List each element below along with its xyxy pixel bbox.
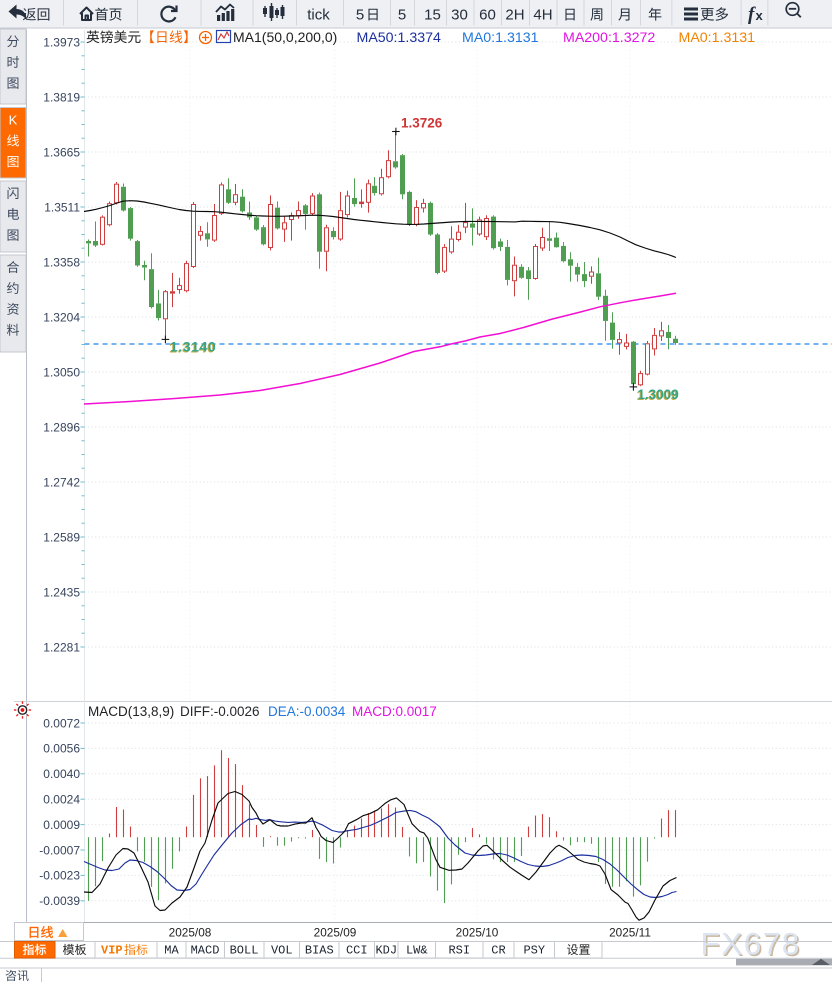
svg-text:15: 15 xyxy=(424,7,441,24)
svg-text:-0.0007: -0.0007 xyxy=(39,843,80,857)
svg-text:PSY: PSY xyxy=(523,944,545,958)
svg-text:CR: CR xyxy=(491,944,505,958)
svg-text:2H: 2H xyxy=(505,7,524,24)
svg-text:1.3140: 1.3140 xyxy=(170,339,216,355)
svg-text:1.3050: 1.3050 xyxy=(43,365,80,379)
svg-text:1.3511: 1.3511 xyxy=(44,200,80,214)
svg-text:1.3726: 1.3726 xyxy=(401,116,443,131)
svg-text:5: 5 xyxy=(356,7,364,24)
svg-text:0.0040: 0.0040 xyxy=(43,767,80,781)
svg-text:MA0:1.3131: MA0:1.3131 xyxy=(462,30,539,46)
svg-text:MA0:1.3131: MA0:1.3131 xyxy=(679,30,756,46)
svg-text:MA: MA xyxy=(164,944,179,958)
svg-text:1.3819: 1.3819 xyxy=(43,90,80,104)
svg-text:CCI: CCI xyxy=(346,944,368,958)
svg-text:60: 60 xyxy=(479,7,496,24)
svg-text:0.0024: 0.0024 xyxy=(43,793,80,807)
svg-text:1.3009: 1.3009 xyxy=(638,387,679,402)
svg-text:1.2896: 1.2896 xyxy=(43,420,80,434)
svg-text:DEA:-0.0034: DEA:-0.0034 xyxy=(268,704,346,719)
svg-text:1.2281: 1.2281 xyxy=(43,640,80,654)
svg-text:-0.0039: -0.0039 xyxy=(39,894,80,908)
svg-text:MACD:0.0017: MACD:0.0017 xyxy=(352,704,437,719)
svg-text:VOL: VOL xyxy=(271,944,293,958)
svg-text:2025/10: 2025/10 xyxy=(456,925,499,939)
svg-text:4H: 4H xyxy=(533,7,552,24)
svg-text:0.0009: 0.0009 xyxy=(43,818,80,832)
svg-text:-0.0023: -0.0023 xyxy=(39,869,80,883)
svg-text:1.2589: 1.2589 xyxy=(43,530,80,544)
svg-text:K: K xyxy=(9,113,18,128)
svg-text:DIFF:-0.0026: DIFF:-0.0026 xyxy=(180,704,260,719)
svg-text:1.3140: 1.3140 xyxy=(169,340,215,356)
svg-text:MA50:1.3374: MA50:1.3374 xyxy=(357,30,442,46)
svg-text:0.0072: 0.0072 xyxy=(43,716,80,730)
svg-text:MACD: MACD xyxy=(191,944,220,958)
svg-text:1.3204: 1.3204 xyxy=(43,310,80,324)
svg-text:1.3665: 1.3665 xyxy=(43,145,80,159)
svg-text:BOLL: BOLL xyxy=(230,944,259,958)
svg-text:FX678: FX678 xyxy=(702,927,802,963)
svg-text:1.3973: 1.3973 xyxy=(43,35,80,49)
svg-text:1.2435: 1.2435 xyxy=(43,585,80,599)
svg-text:MACD(13,8,9): MACD(13,8,9) xyxy=(88,704,174,719)
svg-text:KDJ: KDJ xyxy=(375,944,397,958)
svg-text:x: x xyxy=(756,8,764,23)
svg-text:FX678: FX678 xyxy=(701,926,801,962)
svg-text:f: f xyxy=(748,4,756,25)
svg-text:BIAS: BIAS xyxy=(305,944,334,958)
svg-text:1.3358: 1.3358 xyxy=(43,255,80,269)
svg-text:LW&: LW& xyxy=(406,944,428,958)
svg-text:1.3009: 1.3009 xyxy=(637,388,678,403)
svg-text:RSI: RSI xyxy=(448,944,470,958)
svg-text:VIP: VIP xyxy=(101,944,123,958)
svg-text:MA200:1.3272: MA200:1.3272 xyxy=(563,30,655,46)
svg-text:tick: tick xyxy=(307,7,330,24)
svg-text:1.2742: 1.2742 xyxy=(43,475,80,489)
svg-text:5: 5 xyxy=(398,7,406,24)
svg-text:MA1(50,0,200,0): MA1(50,0,200,0) xyxy=(233,29,337,45)
svg-text:0.0056: 0.0056 xyxy=(43,742,80,756)
svg-text:2025/08: 2025/08 xyxy=(169,925,212,939)
svg-text:2025/09: 2025/09 xyxy=(314,925,357,939)
svg-text:30: 30 xyxy=(451,7,468,24)
svg-text:2025/11: 2025/11 xyxy=(609,925,651,939)
